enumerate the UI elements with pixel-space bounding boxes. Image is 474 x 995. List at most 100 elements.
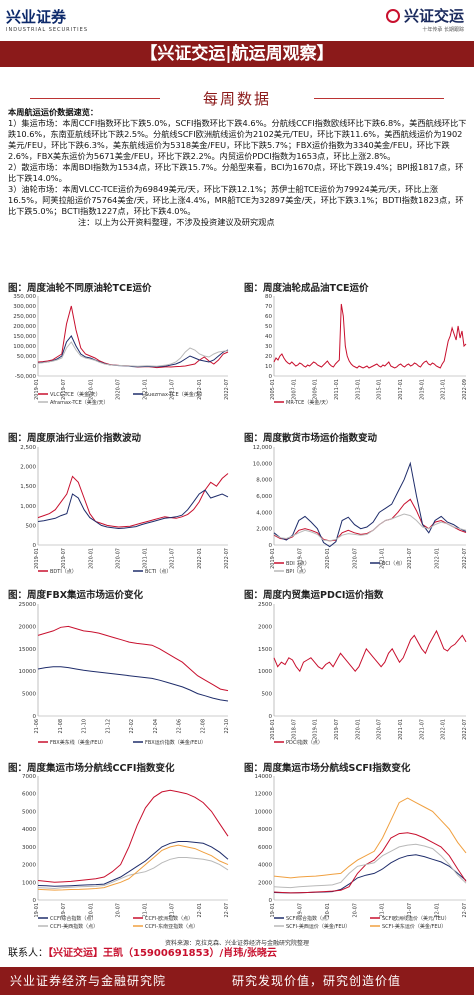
x-tick-label: 19-01 <box>34 903 40 918</box>
series-line <box>273 629 467 673</box>
series-line <box>273 832 467 894</box>
x-tick-label: 2021-01 <box>143 548 149 569</box>
y-tick-label: 4000 <box>22 827 36 833</box>
x-tick-label: 2022-01 <box>441 719 447 740</box>
y-tick-label: 6000 <box>258 845 272 851</box>
y-tick-label: 2,500 <box>20 445 36 451</box>
y-tick-label: 12,000 <box>253 445 273 451</box>
x-tick-label: 20-07 <box>115 903 121 918</box>
x-tick-label: 2020-07 <box>352 548 358 569</box>
y-tick-label: 60 <box>265 314 272 320</box>
chart-title-1: 图：周度油轮不同原油轮TCE运价 <box>8 283 152 294</box>
legend-label: BDTI（点） <box>50 569 77 575</box>
series-line <box>273 854 467 894</box>
series-line <box>273 303 467 369</box>
x-tick-label: 21-01 <box>380 903 386 918</box>
y-tick-label: 4000 <box>258 863 272 869</box>
x-tick-label: 2018-07 <box>291 719 297 740</box>
y-tick-label: 2,000 <box>20 465 36 471</box>
series-line <box>37 489 229 530</box>
legend-label: PDCI指数（点） <box>286 739 323 746</box>
x-tick-label: 22-01 <box>435 903 441 918</box>
y-tick-label: 3000 <box>22 845 36 851</box>
series-line <box>273 843 467 889</box>
x-tick-label: 2022-01 <box>197 379 203 400</box>
x-tick-label: 2015-01 <box>377 379 383 400</box>
y-tick-label: 10000 <box>19 669 37 675</box>
y-tick-label: 350,000 <box>13 294 36 300</box>
legend-label: FBX美东线（美金/FEU） <box>50 739 106 746</box>
y-tick-label: 2500 <box>258 602 272 608</box>
summary-heading: 本周航运运价数据速览： <box>8 107 99 117</box>
y-tick-label: 12000 <box>255 792 273 798</box>
x-tick-label: 2013-01 <box>355 379 361 400</box>
y-tick-label: 0 <box>33 364 37 370</box>
logo-left-sub: INDUSTRIAL SECURITIES <box>6 27 88 33</box>
y-tick-label: 40 <box>265 334 272 340</box>
chart-7: 7000 6000 5000 4000 3000 2000 1000 019-01 19-07 2… <box>22 774 230 930</box>
x-tick-label: 19-01 <box>270 903 276 918</box>
x-tick-label: 20-01 <box>325 903 331 918</box>
series-line <box>37 666 229 702</box>
x-tick-label: 21-07 <box>170 903 176 918</box>
summary-note: 注：以上为公开资料整理，不涉及投资建议及研究观点 <box>78 217 275 227</box>
legend-label: CCFI-美西指数（点） <box>50 923 98 930</box>
y-tick-label: 4,000 <box>256 510 272 516</box>
x-tick-label: 2021-01 <box>398 719 404 740</box>
chart-title-4: 图：周度散货市场运价指数变动 <box>244 433 378 444</box>
x-tick-label: 2019-01 <box>34 548 40 569</box>
contact: 联系人：【兴证交运】王凯（15900691853）/肖玮/张晓云 <box>8 944 277 959</box>
y-tick-label: 10000 <box>255 809 273 815</box>
legend-label: Aframax-TCE（美金/天） <box>50 399 108 406</box>
y-tick-label: 7000 <box>22 774 36 780</box>
series-line <box>37 305 229 369</box>
series-line <box>37 789 229 883</box>
x-tick-label: 2022-01 <box>435 548 441 569</box>
x-tick-label: 2019-07 <box>334 719 340 740</box>
x-tick-label: 21-12 <box>105 719 111 734</box>
y-tick-label: 5000 <box>22 809 36 815</box>
logo-left: 兴业证券 INDUSTRIAL SECURITIES <box>6 6 88 33</box>
legend-label: BDI（点） <box>286 561 310 567</box>
chart-title-8: 图：周度集运市场分航线SCFI指数变化 <box>244 763 411 774</box>
x-tick-label: 2019-01 <box>313 719 319 740</box>
x-tick-label: 2020-07 <box>115 548 121 569</box>
x-tick-label: 21-06 <box>34 719 40 734</box>
summary-bulk: 2）散运市场：本周BDI指数为1534点，环比下跌15.7%。分船型来看，BCI… <box>8 162 464 183</box>
series-line <box>273 461 467 548</box>
x-tick-label: 22-10 <box>224 719 230 734</box>
chart-title-7: 图：周度集运市场分航线CCFI指数变化 <box>8 763 175 774</box>
x-tick-label: 21-07 <box>407 903 413 918</box>
series-line <box>37 844 229 891</box>
x-tick-label: 2022-01 <box>197 548 203 569</box>
y-tick-label: 0 <box>269 374 273 380</box>
x-tick-label: 19-07 <box>297 903 303 918</box>
series-line <box>37 335 229 368</box>
x-tick-label: 22-07 <box>462 903 468 918</box>
x-tick-label: 2019-07 <box>61 379 67 400</box>
y-tick-label: -50,000 <box>15 374 37 380</box>
y-tick-label: 0 <box>33 543 37 549</box>
y-tick-label: 0 <box>269 543 273 549</box>
x-tick-label: 2021-07 <box>407 548 413 569</box>
y-tick-label: 80 <box>265 294 272 300</box>
x-tick-label: 22-02 <box>129 719 135 734</box>
x-tick-label: 2019-07 <box>297 548 303 569</box>
y-tick-label: 150,000 <box>13 334 36 340</box>
x-tick-label: 2009-01 <box>313 379 319 400</box>
legend-label: Suezmax-TCE（美金/天） <box>145 391 205 398</box>
series-line <box>273 513 467 542</box>
source-note: 资料来源：克拉克森、兴业证券经济与金融研究院整理 <box>164 940 309 947</box>
summary-text: 本周航运运价数据速览： 1）集运市场：本周CCFI指数环比下跌5.0%，SCFI… <box>8 107 468 228</box>
x-tick-label: 2020-01 <box>355 719 361 740</box>
page-title: 【兴证交运|航运周观察】 <box>140 44 334 64</box>
y-tick-label: 50,000 <box>17 354 37 360</box>
logo-left-text: 兴业证券 <box>6 8 67 26</box>
x-tick-label: 2005-01 <box>270 379 276 400</box>
x-tick-label: 22-01 <box>197 903 203 918</box>
x-tick-label: 21-08 <box>58 719 64 734</box>
divider-right <box>314 98 444 99</box>
chart-4: 12,000 10,000 8,000 6,000 4,000 2,000 02019-01… <box>253 445 468 575</box>
